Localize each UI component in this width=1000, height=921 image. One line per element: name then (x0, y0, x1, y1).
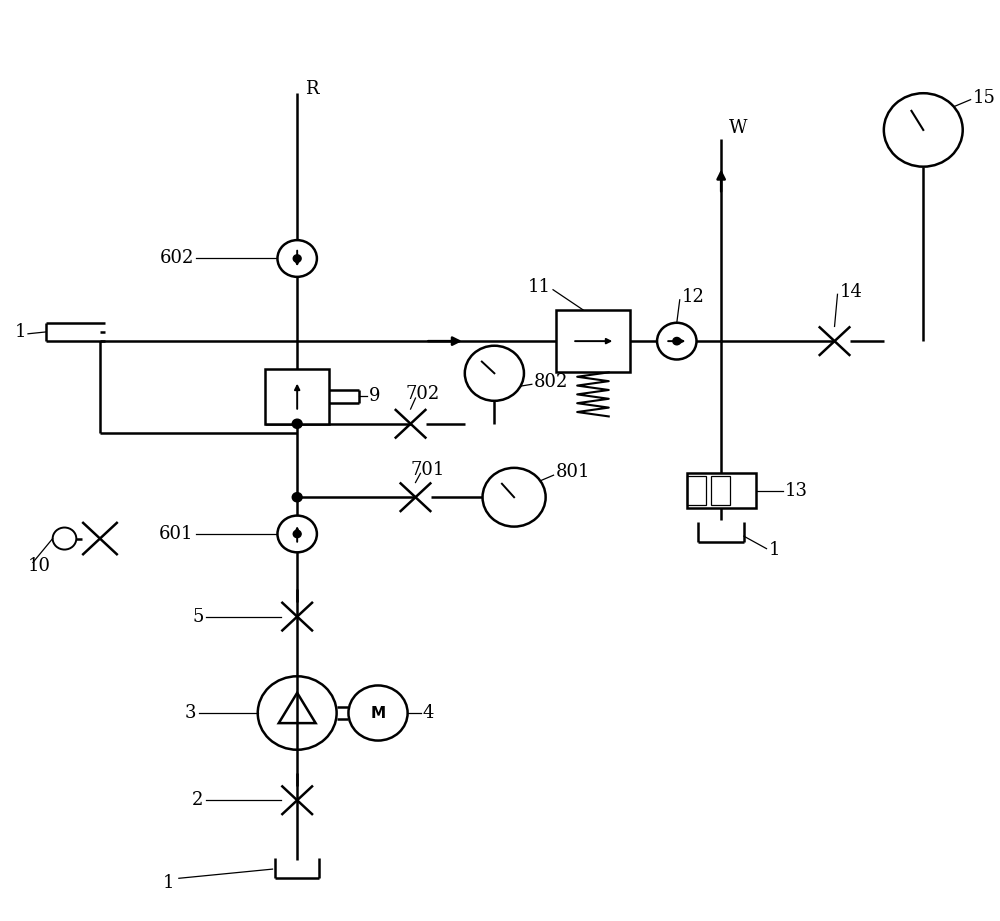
Text: 801: 801 (556, 462, 590, 481)
Text: 702: 702 (406, 385, 440, 403)
Text: 802: 802 (534, 373, 568, 391)
Text: 1: 1 (768, 542, 780, 559)
Text: 5: 5 (192, 608, 204, 625)
Text: 12: 12 (682, 288, 705, 306)
Circle shape (884, 93, 963, 167)
Text: 602: 602 (159, 250, 194, 267)
Circle shape (293, 530, 301, 538)
Text: 4: 4 (422, 704, 434, 722)
Text: 1: 1 (162, 874, 174, 892)
Circle shape (292, 419, 302, 428)
Text: 13: 13 (785, 482, 808, 500)
Circle shape (277, 516, 317, 553)
Circle shape (673, 337, 681, 344)
Bar (687, 476, 706, 506)
Circle shape (483, 468, 546, 527)
Text: W: W (729, 119, 748, 137)
Circle shape (292, 493, 302, 502)
Bar (556, 309, 630, 372)
Circle shape (465, 345, 524, 401)
Text: 9: 9 (369, 387, 380, 405)
Text: 2: 2 (192, 791, 204, 810)
Text: 1: 1 (15, 323, 26, 341)
Text: R: R (305, 79, 319, 98)
Text: M: M (370, 705, 386, 720)
Bar (687, 473, 756, 508)
Text: 601: 601 (159, 525, 194, 543)
Circle shape (293, 255, 301, 262)
Text: 3: 3 (185, 704, 197, 722)
Text: 701: 701 (411, 460, 445, 479)
Circle shape (277, 240, 317, 277)
Bar (265, 368, 329, 424)
Circle shape (657, 322, 696, 359)
Text: 14: 14 (839, 283, 862, 300)
Bar (711, 476, 730, 506)
Text: 15: 15 (973, 88, 995, 107)
Text: 11: 11 (528, 278, 551, 296)
Text: 10: 10 (28, 557, 51, 575)
